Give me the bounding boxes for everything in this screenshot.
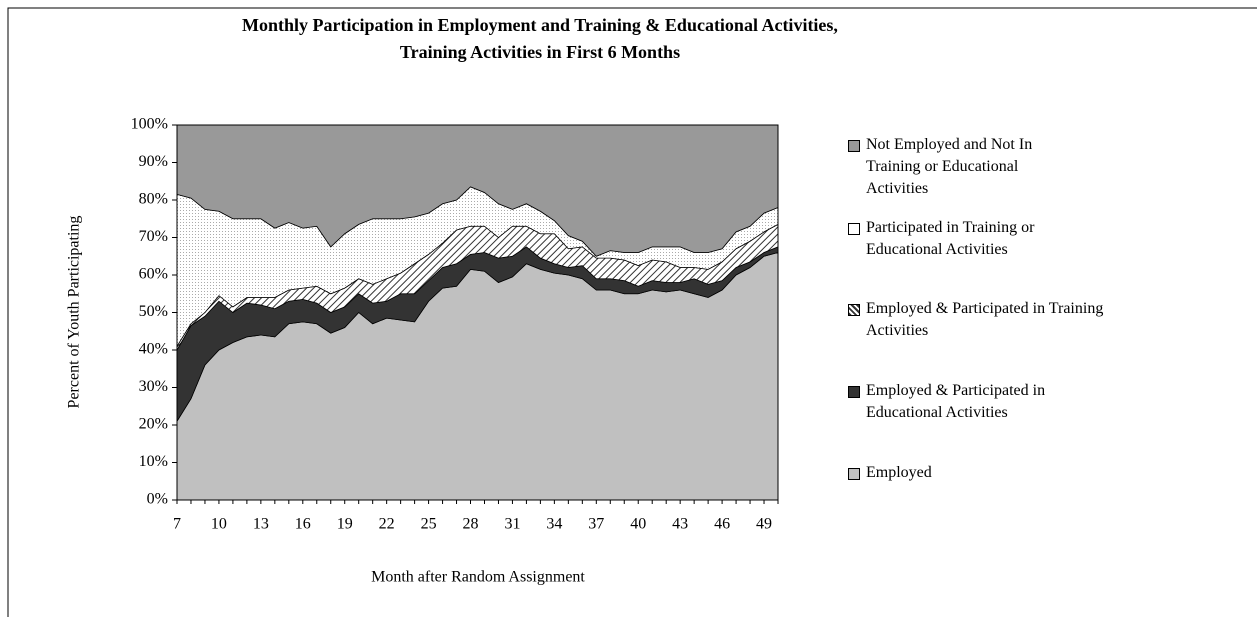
legend-item: Employed & Participated in Educational A… xyxy=(848,380,1108,424)
legend-label: Not Employed and Not In Training or Educ… xyxy=(866,136,1033,197)
legend-swatch xyxy=(848,386,860,398)
x-tick-label: 7 xyxy=(173,516,181,533)
legend-item: Employed & Participated in Training Acti… xyxy=(848,298,1108,342)
legend-swatch xyxy=(848,223,860,235)
legend-label: Employed & Participated in Educational A… xyxy=(866,382,1046,421)
x-tick-label: 19 xyxy=(337,516,353,533)
x-tick-label: 10 xyxy=(211,516,227,533)
x-tick-label: 46 xyxy=(714,516,730,533)
legend-item: Participated in Training or Educational … xyxy=(848,217,1108,261)
legend-item: Employed xyxy=(848,462,1108,484)
x-tick-label: 13 xyxy=(253,516,269,533)
legend-label: Employed & Participated in Training Acti… xyxy=(866,300,1104,339)
x-tick-label: 43 xyxy=(672,516,688,533)
x-tick-label: 49 xyxy=(756,516,772,533)
y-tick-label: 40% xyxy=(139,341,168,358)
x-tick-label: 25 xyxy=(421,516,437,533)
y-tick-label: 0% xyxy=(147,491,168,508)
y-axis-label: Percent of Youth Participating xyxy=(66,216,83,409)
y-tick-label: 100% xyxy=(131,116,168,133)
chart-title: Training Activities in First 6 Months xyxy=(400,42,680,62)
y-tick-label: 20% xyxy=(139,416,168,433)
y-tick-label: 80% xyxy=(139,191,168,208)
legend-label: Participated in Training or Educational … xyxy=(866,219,1035,258)
plot-area: 0% 10% 20% 30% 40% 50% 60% 70% 80% 90% 100% 7 10 13 16… xyxy=(131,116,779,533)
chart-title: Monthly Participation in Employment and … xyxy=(242,15,838,35)
y-tick-label: 70% xyxy=(139,228,168,245)
y-tick-label: 50% xyxy=(139,303,168,320)
x-tick-label: 31 xyxy=(504,516,520,533)
legend-item: Not Employed and Not In Training or Educ… xyxy=(848,134,1108,200)
x-tick-label: 40 xyxy=(630,516,646,533)
y-tick-label: 60% xyxy=(139,266,168,283)
x-tick-label: 28 xyxy=(463,516,479,533)
y-tick-label: 90% xyxy=(139,153,168,170)
legend-swatch xyxy=(848,468,860,480)
y-tick-label: 30% xyxy=(139,378,168,395)
legend-swatch xyxy=(848,304,860,316)
legend-swatch xyxy=(848,140,860,152)
x-axis-label: Month after Random Assignment xyxy=(371,569,585,586)
legend-label: Employed xyxy=(866,464,932,481)
x-tick-label: 22 xyxy=(379,516,395,533)
x-tick-label: 34 xyxy=(546,516,562,533)
y-tick-label: 10% xyxy=(139,453,168,470)
x-tick-label: 37 xyxy=(588,516,604,533)
x-tick-label: 16 xyxy=(295,516,311,533)
frame xyxy=(7,7,1257,617)
